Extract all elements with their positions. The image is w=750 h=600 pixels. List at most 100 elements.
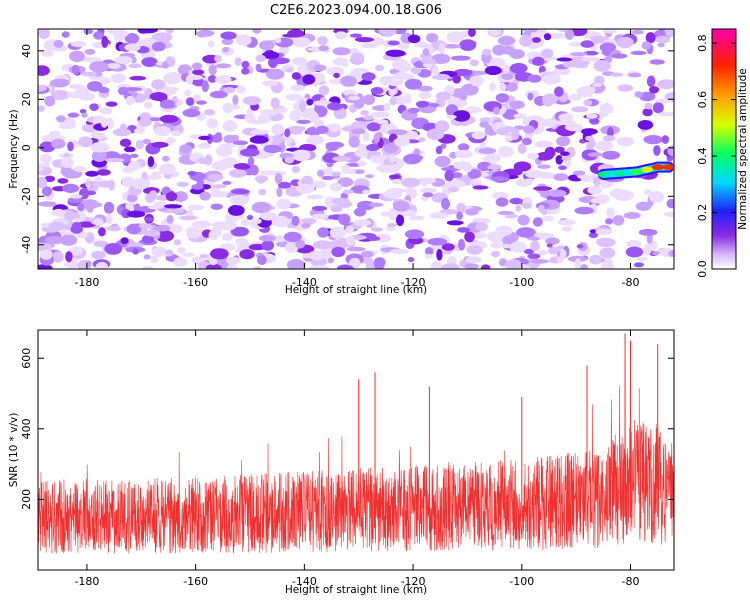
heatmap-cell <box>496 127 510 136</box>
heatmap-cell <box>317 227 329 238</box>
heatmap-cell <box>407 257 415 263</box>
heatmap-cell <box>209 90 228 99</box>
heatmap-cell <box>495 93 510 103</box>
heatmap-cell <box>241 60 250 69</box>
heatmap-cell <box>438 42 446 54</box>
heatmap-cell <box>345 225 354 234</box>
heatmap-cell <box>535 151 554 161</box>
heatmap-cell <box>370 111 391 118</box>
heatmap-cell <box>143 254 151 260</box>
heatmap-cell <box>366 143 380 152</box>
heatmap-cell <box>278 46 290 55</box>
heatmap-cell <box>652 102 664 114</box>
heatmap-cell <box>541 118 558 128</box>
heatmap-cell <box>313 64 327 72</box>
heatmap-cell <box>505 82 518 92</box>
heatmap-cell <box>222 120 238 132</box>
heatmap-cell <box>142 265 154 269</box>
heatmap-y-ticks: -40 -20 0 20 40 <box>20 44 674 254</box>
heatmap-cell <box>208 257 218 266</box>
heatmap-cell <box>574 206 594 215</box>
heatmap-cell <box>413 41 428 48</box>
heatmap-cell <box>342 189 354 195</box>
y-tick-label: -20 <box>20 187 33 205</box>
heatmap-cell <box>408 215 425 221</box>
heatmap-cell <box>391 178 402 185</box>
heatmap-cell <box>291 165 301 174</box>
heatmap-cell <box>246 215 254 220</box>
heatmap-cell <box>259 109 278 116</box>
heatmap-cell <box>329 226 347 239</box>
heatmap-cell <box>638 228 658 236</box>
heatmap-cell <box>490 176 509 182</box>
heatmap-cell <box>444 169 454 182</box>
heatmap-cell <box>440 143 447 149</box>
heatmap-cell <box>93 218 104 226</box>
heatmap-cell <box>346 246 366 252</box>
heatmap-cell <box>498 145 514 158</box>
heatmap-cell <box>329 182 343 192</box>
heatmap-cell <box>635 201 652 211</box>
heatmap-cell <box>417 137 426 143</box>
heatmap-cell <box>584 135 594 142</box>
heatmap-cell <box>405 229 424 239</box>
heatmap-cell <box>38 65 50 76</box>
heatmap-cell <box>560 151 570 156</box>
heatmap-cell <box>40 249 53 260</box>
heatmap-cell <box>199 191 211 201</box>
figure-title: C2E6.2023.094.00.18.G06 <box>270 3 442 18</box>
heatmap-cell <box>472 185 489 190</box>
heatmap-cell <box>459 39 477 51</box>
snr-y-label: SNR (10 * v/v) <box>8 413 20 488</box>
heatmap-cell <box>179 144 192 155</box>
x-tick-label: -100 <box>509 575 534 588</box>
heatmap-cell <box>331 246 346 258</box>
heatmap-cell <box>305 137 323 145</box>
heatmap-cell <box>51 138 66 149</box>
heatmap-cell <box>571 106 589 113</box>
heatmap-cell <box>605 218 614 225</box>
heatmap-cell <box>326 66 345 77</box>
heatmap-cell <box>531 37 542 43</box>
colorbar-ticks: 0.0 0.2 0.4 0.6 0.8 <box>696 34 736 278</box>
heatmap-cell <box>428 212 449 219</box>
heatmap-cell <box>482 156 497 162</box>
heatmap-cell <box>125 201 134 210</box>
heatmap-cell <box>163 72 182 85</box>
heatmap-cell <box>241 67 250 75</box>
colorbar: 0.0 0.2 0.4 0.6 0.8 Normalized spectral ampl… <box>696 28 749 278</box>
heatmap-cell <box>193 94 201 103</box>
heatmap-cell <box>326 123 341 132</box>
heatmap-cell <box>645 32 656 44</box>
x-tick-label: -100 <box>509 276 534 289</box>
heatmap-cell <box>59 124 76 130</box>
heatmap-cell <box>301 223 311 229</box>
heatmap-cell <box>199 254 208 259</box>
heatmap-cell <box>554 86 564 97</box>
heatmap-cell <box>360 251 374 258</box>
heatmap-cell <box>118 86 129 96</box>
heatmap-cell <box>256 177 266 184</box>
heatmap-cell <box>646 75 656 88</box>
heatmap-cell <box>490 241 502 249</box>
heatmap-cell <box>340 192 349 200</box>
heatmap-cell <box>158 163 176 175</box>
heatmap-cell <box>216 145 233 157</box>
heatmap-cell <box>470 179 482 185</box>
heatmap-cell <box>69 50 85 62</box>
heatmap-cell <box>448 186 459 193</box>
heatmap-cell <box>174 208 185 214</box>
heatmap-cell <box>641 41 652 50</box>
heatmap-cell <box>478 147 497 154</box>
heatmap-cell <box>490 250 501 258</box>
heatmap-cell <box>403 93 412 104</box>
heatmap-cell <box>242 96 262 106</box>
heatmap-cell <box>393 72 410 79</box>
heatmap-cell <box>642 108 653 117</box>
heatmap-cell <box>523 125 535 134</box>
heatmap-cell <box>261 240 275 251</box>
heatmap-cell <box>208 173 224 181</box>
heatmap-cell <box>285 67 293 73</box>
heatmap-cell <box>565 29 575 40</box>
heatmap-cell <box>66 91 86 99</box>
